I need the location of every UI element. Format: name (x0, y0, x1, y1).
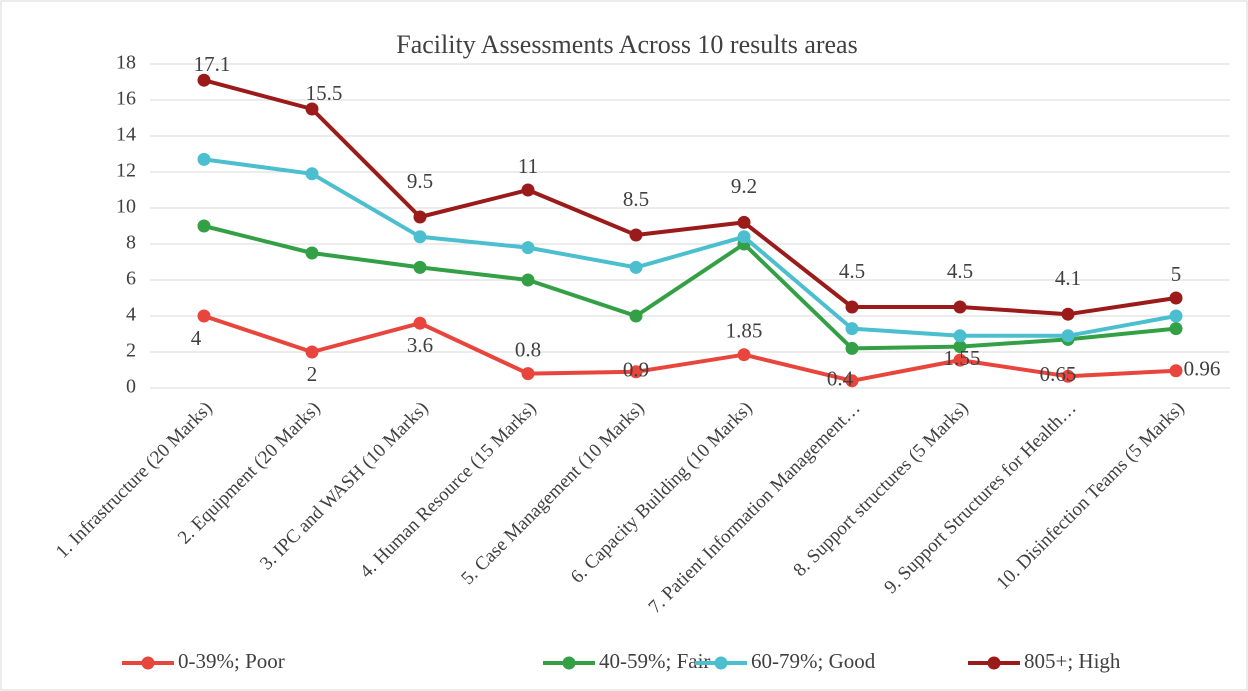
data-label: 15.5 (306, 81, 343, 105)
data-point (953, 300, 967, 314)
legend-marker (562, 656, 576, 670)
data-label: 1.85 (726, 319, 763, 343)
chart-title: Facility Assessments Across 10 results a… (396, 30, 857, 59)
data-point (305, 167, 319, 181)
data-point (1169, 322, 1183, 336)
data-point (413, 230, 427, 244)
data-point (521, 273, 535, 287)
y-tick-label: 14 (116, 124, 136, 146)
legend-marker (141, 656, 155, 670)
data-label: 8.5 (623, 187, 649, 211)
series-line (203, 314, 1177, 383)
legend-label: 0-39%; Poor (178, 649, 285, 673)
data-point (305, 246, 319, 260)
data-point (629, 309, 643, 323)
data-point (1061, 329, 1075, 343)
data-point (413, 260, 427, 274)
data-label: 4 (191, 326, 202, 350)
legend-label: 60-79%; Good (751, 649, 876, 673)
data-point (845, 322, 859, 336)
y-tick-label: 4 (126, 304, 136, 326)
data-point (737, 215, 751, 229)
legend-label: 805+; High (1024, 649, 1121, 673)
data-point (737, 348, 751, 362)
y-tick-label: 0 (126, 376, 136, 398)
data-label: 4.1 (1055, 266, 1081, 290)
data-point (521, 183, 535, 197)
data-point (629, 228, 643, 242)
legend-item: 40-59%; Fair (543, 649, 710, 673)
y-tick-label: 18 (116, 52, 136, 74)
y-tick-label: 16 (116, 88, 136, 110)
series-line (203, 157, 1177, 338)
data-label: 17.1 (194, 52, 231, 76)
legend-item: 60-79%; Good (695, 649, 876, 673)
data-point (197, 152, 211, 166)
series-line (203, 224, 1177, 351)
legend-item: 805+; High (968, 649, 1121, 673)
data-point (521, 367, 535, 381)
data-point (413, 210, 427, 224)
data-label: 9.5 (407, 169, 433, 193)
data-label: 0.8 (515, 337, 541, 361)
y-tick-label: 10 (116, 196, 136, 218)
series-line (203, 78, 1177, 317)
y-tick-label: 2 (126, 340, 136, 362)
y-tick-label: 6 (126, 268, 136, 290)
data-point (413, 316, 427, 330)
data-label: 0.9 (623, 358, 649, 382)
data-label: 0.96 (1184, 357, 1221, 381)
data-label: 1.55 (944, 346, 981, 370)
data-label: 11 (518, 154, 538, 178)
data-label: 4.5 (839, 259, 865, 283)
data-point (845, 341, 859, 355)
data-point (1061, 307, 1075, 321)
data-point (197, 309, 211, 323)
data-point (1169, 291, 1183, 305)
data-point (953, 329, 967, 343)
data-point (953, 353, 967, 367)
y-tick-label: 12 (116, 160, 136, 182)
legend-marker (714, 656, 728, 670)
legend-marker (987, 656, 1001, 670)
legend-label: 40-59%; Fair (599, 649, 710, 673)
data-point (1169, 364, 1183, 378)
legend-item: 0-39%; Poor (122, 649, 285, 673)
data-label: 2 (307, 362, 318, 386)
data-point (845, 374, 859, 388)
data-label: 0.4 (827, 367, 854, 391)
data-label: 5 (1171, 262, 1182, 286)
data-point (521, 241, 535, 255)
data-point (1061, 369, 1075, 383)
data-point (737, 230, 751, 244)
data-point (305, 102, 319, 116)
data-point (845, 300, 859, 314)
data-label: 0.65 (1040, 362, 1077, 386)
data-point (629, 260, 643, 274)
data-point (953, 340, 967, 354)
data-point (305, 345, 319, 359)
data-point (629, 365, 643, 379)
y-tick-label: 8 (126, 232, 136, 254)
data-point (197, 219, 211, 233)
data-label: 4.5 (947, 259, 973, 283)
data-point (197, 73, 211, 87)
data-label: 3.6 (407, 333, 433, 357)
data-point (1169, 309, 1183, 323)
data-label: 9.2 (731, 174, 757, 198)
